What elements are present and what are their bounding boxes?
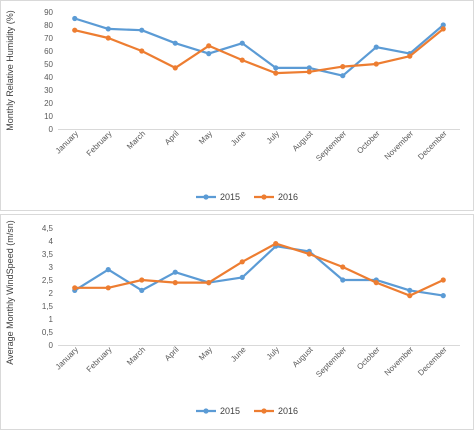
data-point	[72, 27, 78, 33]
data-point	[340, 64, 346, 70]
y-tick-label: 20	[44, 99, 53, 108]
data-point	[206, 43, 212, 49]
series-2016	[72, 241, 446, 299]
data-point	[407, 53, 413, 59]
legend-swatch-marker	[203, 408, 209, 414]
chart-frame	[0, 0, 474, 211]
data-point	[139, 287, 145, 293]
series-line-2016	[74, 28, 444, 75]
y-tick-label: 2,5	[42, 276, 54, 285]
y-tick-label: 10	[44, 112, 53, 121]
y-axis-title: Monthly Relative Humidity (%)	[5, 10, 15, 131]
y-tick-label: 30	[44, 86, 53, 95]
y-axis-title: Average Monthly WindSpeed (m/sn)	[5, 220, 15, 364]
y-tick-label: 1	[49, 315, 54, 324]
data-point	[407, 287, 413, 293]
data-point	[306, 65, 312, 71]
data-point	[373, 44, 379, 50]
legend-label: 2015	[220, 192, 240, 202]
data-point	[440, 26, 446, 32]
y-tick-label: 60	[44, 47, 53, 56]
legend-label: 2016	[278, 406, 298, 416]
data-point	[172, 269, 178, 275]
data-point	[306, 69, 312, 75]
data-point	[239, 57, 245, 63]
data-point	[373, 280, 379, 286]
series-2015	[72, 15, 446, 79]
series-line-2016	[74, 242, 444, 297]
series-line-2015	[74, 17, 445, 77]
data-point	[273, 241, 279, 247]
data-point	[407, 293, 413, 299]
legend-swatch-marker	[261, 408, 267, 414]
legend-label: 2015	[220, 406, 240, 416]
data-point	[139, 48, 145, 54]
y-tick-label: 80	[44, 21, 53, 30]
y-tick-label: 3,5	[42, 250, 54, 259]
y-tick-label: 2	[49, 289, 54, 298]
data-point	[105, 267, 111, 273]
data-point	[105, 285, 111, 291]
data-point	[172, 40, 178, 46]
y-tick-label: 50	[44, 60, 53, 69]
y-tick-label: 1,5	[42, 302, 54, 311]
data-point	[306, 251, 312, 257]
data-point	[440, 277, 446, 283]
data-point	[206, 280, 212, 286]
y-tick-label: 0	[49, 125, 54, 134]
y-tick-label: 40	[44, 73, 53, 82]
data-point	[172, 65, 178, 71]
y-tick-label: 90	[44, 8, 53, 17]
data-point	[340, 73, 346, 79]
data-point	[239, 40, 245, 46]
data-point	[440, 293, 446, 299]
legend: 2015 2016	[196, 192, 298, 202]
data-point	[273, 65, 279, 71]
legend-swatch-marker	[203, 194, 209, 200]
data-point	[340, 277, 346, 283]
data-point	[172, 280, 178, 286]
data-point	[72, 15, 78, 22]
data-point	[239, 274, 245, 280]
legend: 2015 2016	[196, 406, 298, 416]
chart-frame	[0, 214, 474, 430]
data-point	[206, 51, 212, 57]
y-tick-label: 3	[49, 263, 54, 272]
series-2016	[72, 26, 446, 76]
data-point	[139, 27, 145, 33]
y-tick-label: 0	[49, 341, 54, 350]
data-point	[373, 61, 379, 67]
data-point	[72, 285, 78, 291]
data-point	[340, 264, 346, 270]
data-point	[239, 259, 245, 265]
y-tick-label: 70	[44, 34, 53, 43]
data-point	[139, 277, 145, 283]
legend-swatch-marker	[261, 194, 267, 200]
y-tick-label: 4	[49, 237, 54, 246]
y-tick-label: 4,5	[42, 224, 54, 233]
series-line-2015	[74, 245, 444, 297]
data-point	[105, 35, 111, 41]
y-tick-label: 0,5	[42, 328, 54, 337]
legend-label: 2016	[278, 192, 298, 202]
data-point	[440, 22, 446, 28]
data-point	[273, 70, 279, 76]
data-point	[105, 26, 111, 32]
